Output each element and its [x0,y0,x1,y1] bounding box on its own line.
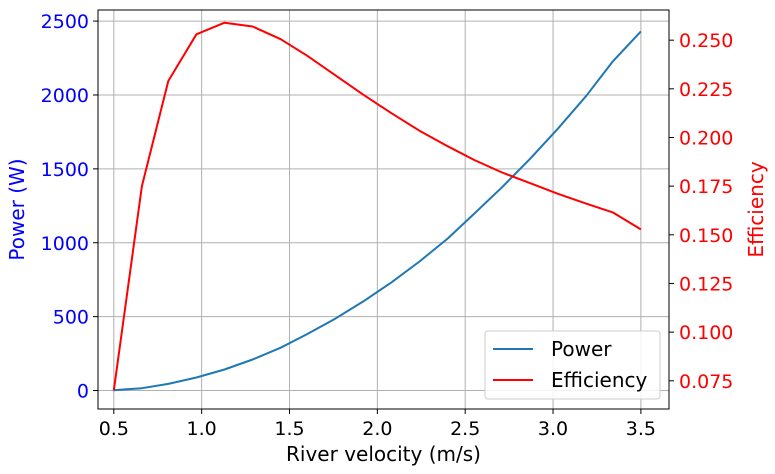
series-line-efficiency [112,21,642,391]
y-right-tick-label: 0.150 [679,225,733,247]
y-right-tick-label: 0.225 [679,79,733,101]
y-right-tick-label: 0.200 [679,127,733,149]
x-tick-label: 0.5 [99,418,129,440]
y-right-tick-label: 0.125 [679,273,733,295]
legend-label-efficiency: Efficiency [551,368,648,392]
grid [98,10,669,409]
y-left-tick-label: 0 [77,381,89,403]
y-axis-left-label: Power (W) [5,158,29,260]
x-tick-label: 1.0 [187,418,217,440]
x-tick-label: 2.5 [450,418,480,440]
y-left-tick-label: 1000 [41,233,89,255]
y-left-tick-label: 1500 [41,159,89,181]
x-tick-label: 3.5 [626,418,656,440]
series-layer [112,21,642,392]
y-right-tick-label: 0.175 [679,176,733,198]
y-right-tick-label: 0.075 [679,371,733,393]
y-axis-right-label: Efficiency [744,161,768,258]
y-left-tick-label: 2500 [41,11,89,33]
legend-label-power: Power [551,337,612,361]
y-left-tick-label: 2000 [41,85,89,107]
x-tick-label: 3.0 [538,418,568,440]
series-line-power [113,30,642,392]
x-tick-label: 2.0 [362,418,392,440]
x-tick-label: 1.5 [274,418,304,440]
plot-area-frame [97,9,670,410]
y-left-tick-label: 500 [53,307,89,329]
x-axis-label: River velocity (m/s) [286,442,481,466]
legend: Power Efficiency [484,330,661,400]
y-right-tick-label: 0.100 [679,322,733,344]
y-right-tick-label: 0.250 [679,30,733,52]
ticks: 0.5 1.0 1.5 2.0 2.5 3.0 3.5 0 500 1000 1500 2000 250… [41,11,734,440]
